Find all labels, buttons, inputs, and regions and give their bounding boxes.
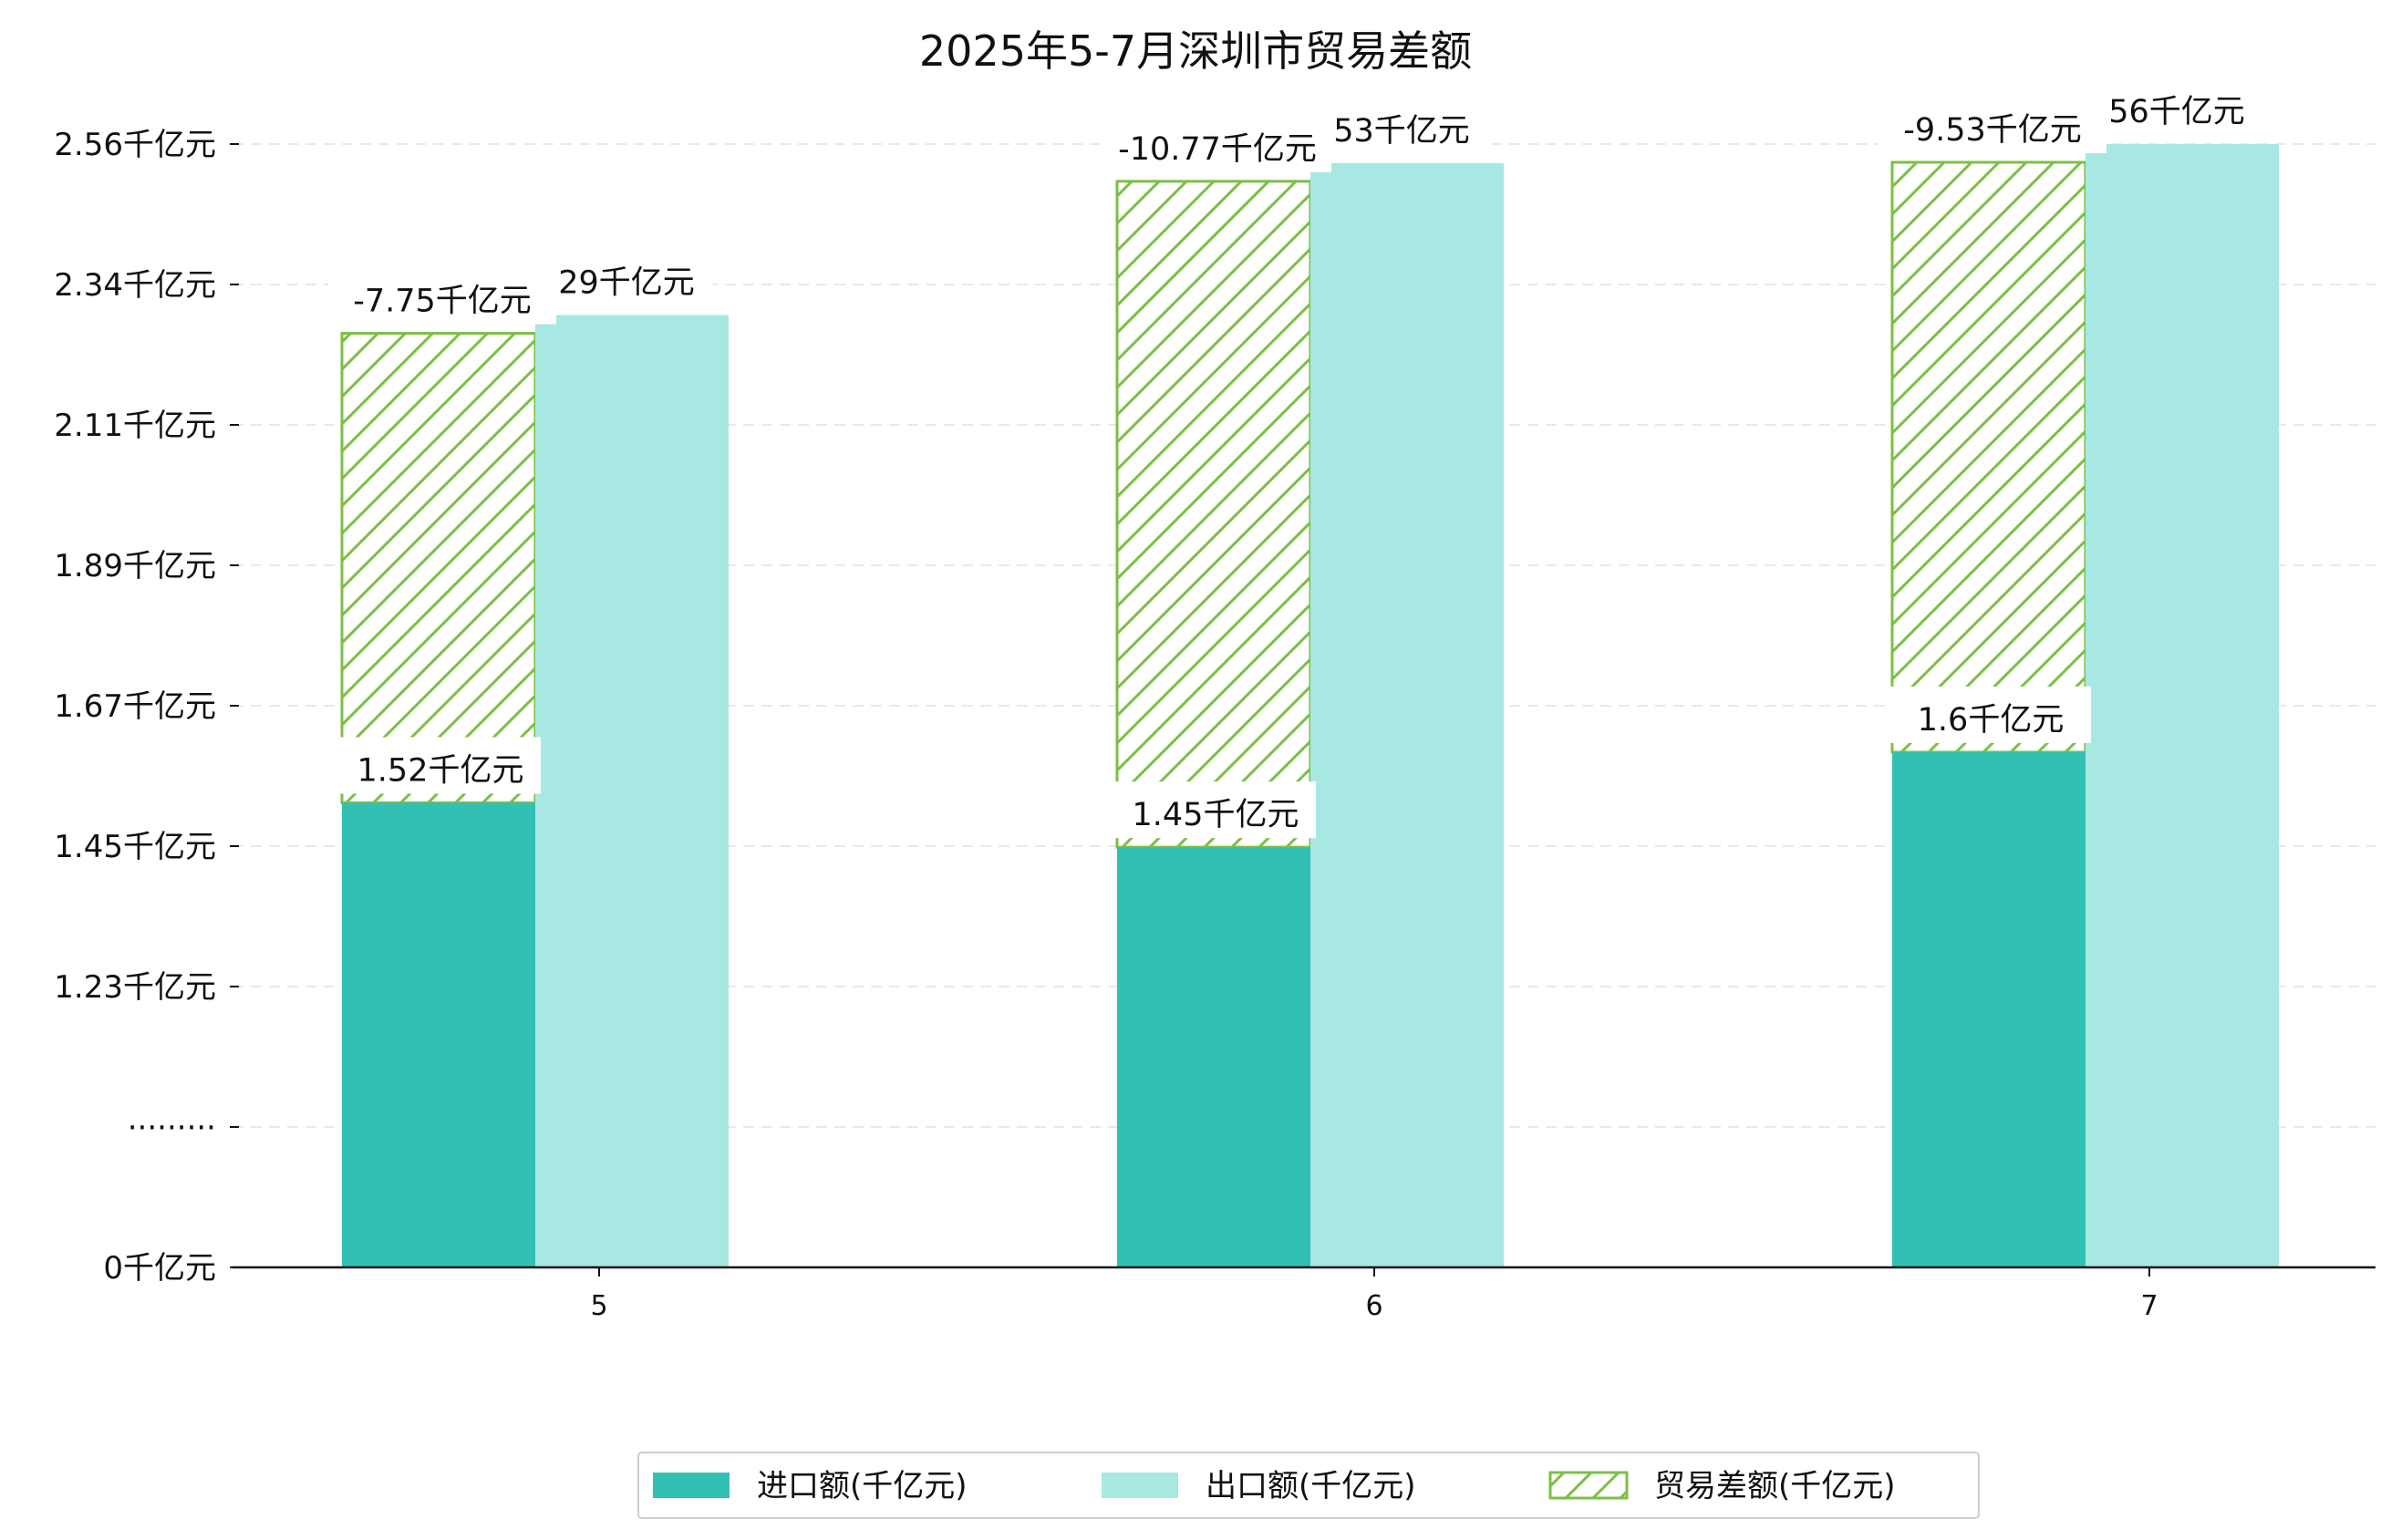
axes: 0千亿元 ········· 1.23千亿元 1.45千亿元 1.67千亿元 1.89千亿…	[54, 127, 2375, 1322]
import-label: 1.6千亿元	[1890, 686, 2091, 743]
export-bar	[535, 315, 729, 1267]
data-labels: 29千亿元 -7.75千亿元 1.52千亿元 53千亿元 -10.77千亿元 1.45千亿…	[328, 78, 2263, 839]
export-label: 29千亿元	[540, 249, 713, 306]
import-label-text: 1.6千亿元	[1918, 702, 2065, 739]
balance-bar	[1115, 180, 1312, 849]
import-bar	[1117, 847, 1310, 1267]
x-tick-label: 7	[2140, 1290, 2158, 1322]
balance-label-box	[1103, 115, 1331, 172]
legend-swatch	[653, 1473, 730, 1498]
y-tick-label: 2.56千亿元	[54, 127, 216, 163]
export-label-box	[540, 249, 713, 306]
export-label: 56千亿元	[2090, 78, 2263, 135]
balance-label: -9.53千亿元	[1879, 97, 2106, 153]
export-label-text: 53千亿元	[1333, 113, 1470, 150]
import-bar	[342, 802, 535, 1267]
export-label-box	[2090, 78, 2263, 135]
import-label: 1.52千亿元	[340, 737, 541, 794]
bars	[340, 144, 2279, 1268]
legend-label: 贸易差额(千亿元)	[1654, 1468, 1896, 1504]
y-tick-label: 1.23千亿元	[54, 969, 216, 1006]
legend-swatch	[1548, 1471, 1629, 1500]
export-bar	[2086, 144, 2279, 1267]
balance-label-text: -7.75千亿元	[353, 284, 532, 320]
legend: 进口额(千亿元) 出口额(千亿元) 贸易差额(千亿元)	[637, 1452, 1980, 1519]
chart-title: 2025年5-7月深圳市贸易差额	[919, 26, 1472, 76]
legend-frame	[637, 1452, 1980, 1519]
y-tick-label: 1.45千亿元	[54, 829, 216, 865]
y-tick-label: 2.34千亿元	[54, 267, 216, 304]
y-tick-label: ·········	[128, 1110, 216, 1146]
import-label-text: 1.52千亿元	[357, 753, 524, 790]
export-label-text: 29千亿元	[558, 265, 695, 302]
legend-swatch	[1102, 1473, 1178, 1498]
balance-label-text: -9.53千亿元	[1903, 112, 2082, 149]
export-label: 53千亿元	[1315, 97, 1488, 154]
import-label-text: 1.45千亿元	[1133, 797, 1299, 833]
legend-label: 出口额(千亿元)	[1206, 1468, 1416, 1504]
y-tick-label: 1.67千亿元	[54, 688, 216, 725]
import-label-box	[1115, 781, 1316, 839]
export-label-box	[1315, 97, 1488, 154]
y-tick-label: 2.11千亿元	[54, 408, 216, 444]
x-tick-label: 6	[1365, 1290, 1382, 1322]
balance-label-text: -10.77千亿元	[1118, 131, 1317, 168]
import-label: 1.45千亿元	[1115, 781, 1316, 839]
balance-bar	[1890, 160, 2087, 754]
export-bar	[1310, 162, 1504, 1268]
balance-label: -7.75千亿元	[328, 267, 556, 325]
balance-label: -10.77千亿元	[1103, 115, 1331, 172]
import-label-box	[1890, 686, 2091, 743]
export-label-text: 56千亿元	[2108, 94, 2245, 130]
y-tick-label: 0千亿元	[103, 1250, 216, 1287]
balance-label-box	[328, 267, 556, 325]
import-label-box	[340, 737, 541, 794]
balance-bar	[340, 332, 537, 805]
x-tick-label: 5	[590, 1290, 607, 1322]
legend-label: 进口额(千亿元)	[757, 1468, 968, 1504]
y-tick-label: 1.89千亿元	[54, 548, 216, 584]
balance-label-box	[1879, 97, 2106, 153]
import-bar	[1892, 751, 2086, 1267]
